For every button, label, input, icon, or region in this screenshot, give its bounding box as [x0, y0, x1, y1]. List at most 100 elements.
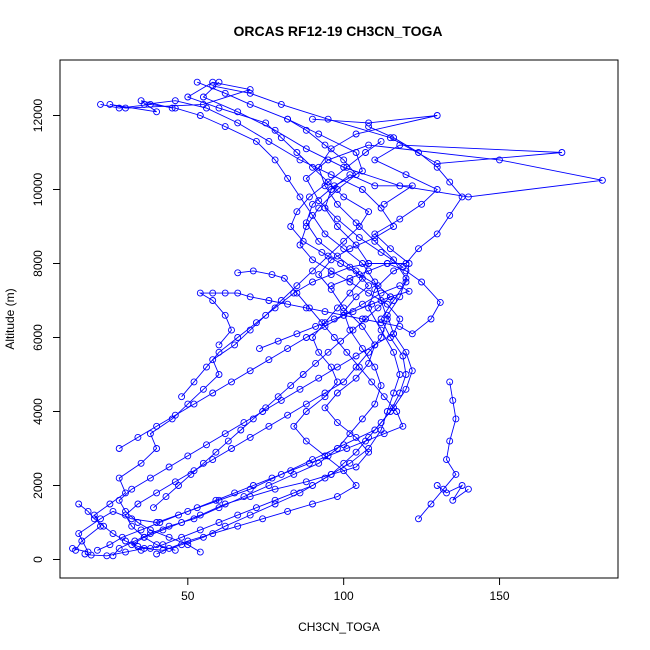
series-16 [150, 137, 394, 512]
data-point [433, 163, 441, 171]
data-point [333, 304, 341, 312]
data-point [358, 415, 366, 423]
data-point [305, 304, 313, 312]
data-point [390, 256, 398, 264]
data-point [346, 274, 354, 282]
data-point [390, 389, 398, 397]
data-point [153, 445, 161, 452]
data-point [196, 511, 204, 519]
data-point [365, 260, 373, 267]
x-axis: 50 100 150 [181, 577, 510, 603]
data-point [343, 445, 351, 452]
series-12 [196, 260, 444, 349]
data-point [199, 385, 207, 393]
data-point [237, 426, 245, 434]
data-point [296, 193, 304, 201]
data-point [365, 289, 373, 297]
data-point [346, 289, 354, 297]
data-point [365, 208, 373, 216]
data-point [408, 367, 416, 375]
series-layer [69, 78, 606, 560]
data-point [146, 474, 154, 482]
data-point [231, 489, 239, 497]
data-point [299, 371, 307, 378]
data-point [343, 348, 351, 356]
series-15 [93, 267, 407, 554]
data-point [333, 419, 341, 427]
data-point [246, 433, 254, 441]
data-point [134, 543, 142, 550]
data-point [452, 470, 460, 478]
data-point [153, 550, 161, 558]
data-point [371, 341, 379, 349]
data-point [203, 441, 210, 449]
data-point [290, 422, 298, 430]
data-point [368, 378, 376, 386]
data-point [153, 489, 161, 497]
data-point [321, 389, 329, 397]
data-point [408, 182, 416, 190]
data-point [349, 308, 357, 316]
data-point [178, 519, 186, 526]
data-point [302, 145, 310, 153]
data-point [340, 237, 348, 245]
data-point [321, 141, 329, 149]
data-point [196, 526, 204, 534]
data-point [146, 526, 154, 534]
data-point [337, 260, 345, 267]
data-point [383, 300, 391, 308]
data-point [137, 526, 145, 534]
series-line [118, 118, 401, 553]
data-point [371, 156, 379, 164]
series-line [84, 81, 603, 557]
data-point [380, 393, 388, 401]
data-point [374, 282, 382, 290]
data-point [358, 167, 366, 175]
data-point [175, 511, 182, 519]
data-point [340, 459, 348, 467]
data-point [327, 285, 335, 293]
data-point [262, 404, 270, 412]
y-axis-label: Altitude (m) [3, 288, 17, 349]
data-point [318, 248, 326, 256]
data-point [312, 322, 320, 330]
data-point [81, 550, 89, 558]
data-point [118, 533, 126, 541]
data-point [287, 382, 295, 390]
data-point [352, 374, 360, 382]
data-point [452, 415, 460, 423]
data-point [178, 533, 186, 541]
data-point [396, 282, 404, 290]
data-point [224, 437, 232, 445]
data-point [386, 293, 394, 301]
series-5 [128, 97, 398, 554]
data-point [122, 507, 129, 515]
data-point [315, 237, 323, 245]
data-point [215, 371, 223, 378]
data-point [383, 260, 391, 267]
data-point [212, 496, 220, 504]
data-point [249, 482, 257, 489]
data-point [302, 408, 310, 415]
data-point [184, 93, 192, 101]
data-point [449, 496, 457, 504]
series-line [97, 270, 404, 551]
data-point [309, 482, 316, 489]
data-point [358, 186, 366, 193]
data-point [78, 537, 86, 545]
data-point [234, 522, 242, 530]
data-point [402, 274, 410, 282]
series-line [112, 81, 382, 557]
data-point [262, 311, 270, 319]
data-point [165, 463, 173, 471]
data-point [355, 271, 363, 279]
data-point [209, 289, 217, 297]
data-point [159, 541, 167, 549]
data-point [106, 541, 114, 549]
data-point [396, 322, 404, 330]
data-point [271, 304, 279, 312]
data-point [305, 193, 313, 201]
data-point [558, 149, 566, 156]
data-point [390, 134, 398, 142]
data-point [396, 215, 404, 223]
